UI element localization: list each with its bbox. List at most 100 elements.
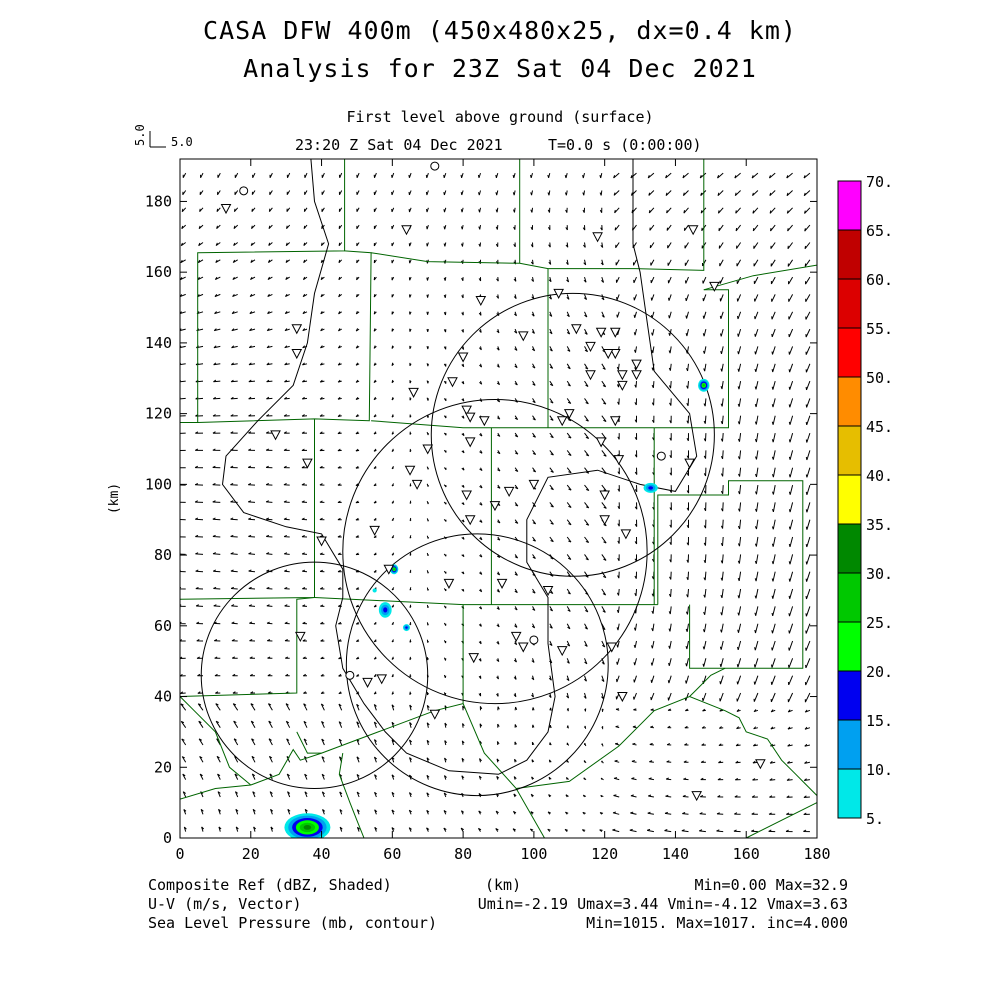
county-line-19 xyxy=(689,667,726,697)
station-triangle xyxy=(517,331,529,342)
colorbar-label: 65. xyxy=(866,222,893,240)
county-line-18 xyxy=(516,695,817,796)
colorbar-label: 55. xyxy=(866,320,893,338)
colorbar-label: 50. xyxy=(866,369,893,387)
station-triangle xyxy=(510,631,522,642)
county-line-21 xyxy=(745,802,817,838)
station-triangle xyxy=(383,564,395,575)
station-triangle xyxy=(709,281,720,292)
county-line-15 xyxy=(180,696,252,786)
x-axis-label: (km) xyxy=(485,876,522,894)
station-triangle xyxy=(556,416,568,427)
reflectivity-echo xyxy=(303,824,312,830)
station-triangle xyxy=(585,341,596,353)
colorbar: 5. 10. 15. 20. 25. 30. 35. 40. 45. 50. 55. 60. 65. 70… xyxy=(837,173,893,828)
station-triangle xyxy=(617,692,628,703)
station-triangle xyxy=(291,349,303,360)
y-tick-label: 60 xyxy=(154,617,172,635)
reference-vector-value-horizontal: 5.0 xyxy=(171,135,193,149)
station-triangle xyxy=(479,416,490,427)
y-tick-label: 180 xyxy=(145,192,172,210)
x-tick-label: 40 xyxy=(313,845,331,863)
chart-title-2: Analysis for 23Z Sat 04 Dec 2021 xyxy=(243,54,757,83)
colorbar-label: 60. xyxy=(866,271,893,289)
county-line-14 xyxy=(180,604,464,800)
x-tick-label: 80 xyxy=(454,845,472,863)
county-line-8 xyxy=(180,597,315,697)
station-triangle xyxy=(461,490,472,501)
radar-range-ring xyxy=(342,398,648,705)
station-triangle xyxy=(220,204,232,215)
station-triangle xyxy=(617,370,628,381)
station-triangle xyxy=(595,437,607,448)
county-line-1 xyxy=(197,250,372,423)
x-tick-label: 180 xyxy=(803,845,830,863)
station-triangle xyxy=(457,352,469,363)
x-tick-label: 0 xyxy=(175,845,184,863)
station-triangle xyxy=(376,674,388,685)
colorbar-swatch xyxy=(837,768,862,819)
station-triangle xyxy=(461,405,472,416)
station-circle xyxy=(430,161,440,171)
station-triangle xyxy=(602,349,614,360)
station-triangle xyxy=(464,437,476,448)
station-triangle xyxy=(631,359,642,370)
footer-field-1: Composite Ref (dBZ, Shaded) xyxy=(148,876,392,894)
x-tick-label: 160 xyxy=(733,845,760,863)
station-triangle xyxy=(401,225,412,236)
x-tick-label: 60 xyxy=(383,845,401,863)
station-triangle xyxy=(294,631,306,642)
y-tick-label: 120 xyxy=(145,405,172,423)
colorbar-swatch xyxy=(837,670,862,721)
x-tick-label: 120 xyxy=(591,845,618,863)
colorbar-swatch xyxy=(837,180,862,231)
colorbar-label: 30. xyxy=(866,565,893,583)
station-triangle xyxy=(585,370,596,381)
reference-vector xyxy=(149,131,166,148)
station-triangle xyxy=(684,458,695,469)
county-line-13 xyxy=(657,480,804,669)
station-triangle xyxy=(691,791,703,802)
y-tick-label: 80 xyxy=(154,546,172,564)
county-line-9 xyxy=(314,597,658,606)
station-triangle xyxy=(553,288,564,299)
chart-title-1: CASA DFW 400m (450x480x25, dx=0.4 km) xyxy=(203,16,797,45)
station-triangle xyxy=(443,578,455,589)
reflectivity-echo xyxy=(372,588,377,593)
valid-time-label: 23:20 Z Sat 04 Dec 2021 xyxy=(295,136,503,154)
wind-vector-field xyxy=(180,172,811,833)
station-triangle xyxy=(447,377,458,388)
county-line-20 xyxy=(338,753,365,838)
station-triangle xyxy=(755,759,766,770)
county-line-7 xyxy=(180,418,315,600)
station-circle xyxy=(529,635,539,645)
colorbar-label: 35. xyxy=(866,516,893,534)
colorbar-swatch xyxy=(837,229,862,280)
colorbar-label: 45. xyxy=(866,418,893,436)
station-triangle xyxy=(571,324,582,335)
station-triangle xyxy=(422,444,434,455)
colorbar-swatch xyxy=(837,425,862,476)
y-tick-label: 20 xyxy=(154,758,172,776)
reference-vector-value-vertical: 5.0 xyxy=(133,124,147,146)
colorbar-swatch xyxy=(837,474,862,525)
wind-vectors xyxy=(180,172,811,833)
colorbar-label: 70. xyxy=(866,173,893,191)
station-triangle xyxy=(369,525,380,536)
station-triangle xyxy=(362,677,373,688)
station-triangle xyxy=(599,490,610,501)
station-triangle xyxy=(613,455,625,466)
colorbar-label: 20. xyxy=(866,663,893,681)
x-tick-label: 140 xyxy=(662,845,689,863)
y-tick-label: 40 xyxy=(154,688,172,706)
plot-area xyxy=(180,159,817,838)
footer-stats-1: Min=0.00 Max=32.9 xyxy=(694,876,848,894)
county-line-6 xyxy=(654,289,729,429)
footer-stats-3: Min=1015. Max=1017. inc=4.000 xyxy=(586,914,848,932)
station-triangle xyxy=(270,430,281,441)
colorbar-swatch xyxy=(837,719,862,770)
station-triangle xyxy=(408,387,419,398)
station-triangle xyxy=(503,486,515,497)
station-markers xyxy=(220,161,766,802)
station-triangle xyxy=(302,458,313,469)
